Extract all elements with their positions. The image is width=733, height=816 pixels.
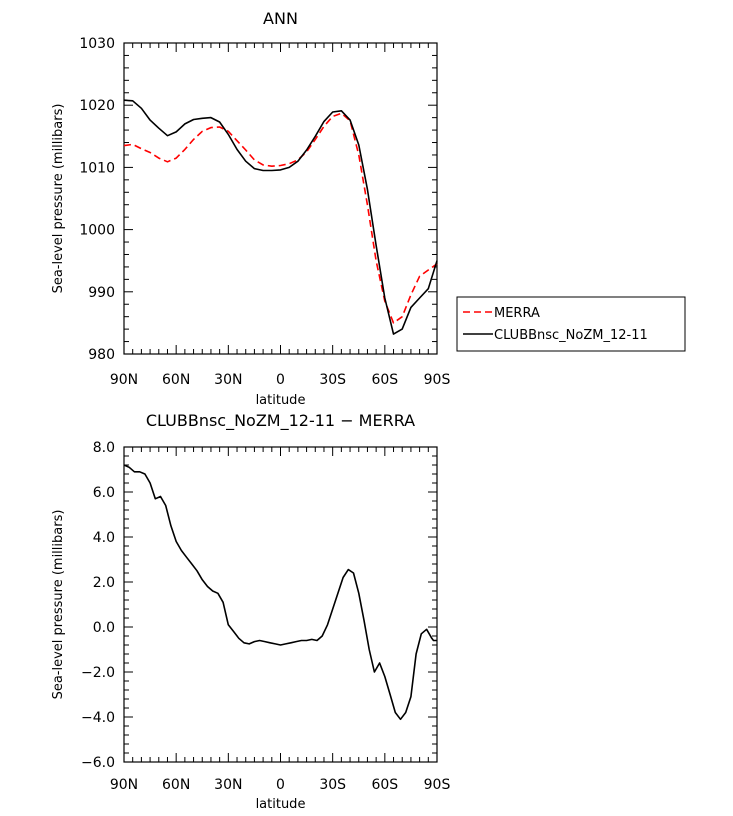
plot-frame [123, 42, 438, 355]
chart-title: ANN [263, 9, 298, 28]
legend-label: CLUBBnsc_NoZM_12-11 [494, 328, 648, 343]
x-axis-label: latitude [256, 393, 306, 408]
legend: MERRA CLUBBnsc_NoZM_12-11 [456, 296, 686, 352]
series-line-merra [123, 112, 438, 324]
y-tick-label: 980 [88, 347, 115, 363]
legend-box [456, 296, 686, 352]
y-tick-label: 1010 [79, 160, 115, 176]
x-tick-label: 30N [214, 777, 242, 793]
plot-frame [123, 446, 438, 763]
y-tick-label: 990 [88, 285, 115, 301]
x-tick-label: 60S [371, 777, 398, 793]
x-tick-label: 0 [276, 372, 285, 388]
x-tick-label: 60N [162, 372, 190, 388]
x-tick-label: 30N [214, 372, 242, 388]
x-tick-label: 90N [110, 777, 138, 793]
lower-panel: CLUBBnsc_NoZM_12-11 − MERRA 90N 60N 30N 0 30S… [51, 411, 450, 812]
series-line-clubbnsc-nozm-12-11 [123, 99, 438, 335]
x-tick-label: 30S [319, 372, 346, 388]
y-tick-label: 0.0 [93, 620, 115, 636]
y-axis-label: Sea-level pressure (millibars) [51, 104, 66, 294]
upper-panel: ANN 90N 60N 30N 0 30S 60S 90S 980 990 1000 1010 1020… [51, 9, 450, 408]
y-tick-label: 4.0 [93, 530, 115, 546]
y-axis-label: Sea-level pressure (millibars) [51, 510, 66, 700]
y-tick-label: −6.0 [81, 755, 115, 771]
x-tick-label: 60S [371, 372, 398, 388]
legend-label: MERRA [494, 306, 540, 321]
x-tick-label: 60N [162, 777, 190, 793]
y-tick-label: −4.0 [81, 710, 115, 726]
x-tick-label: 90S [424, 372, 451, 388]
y-tick-label: 1000 [79, 223, 115, 239]
x-tick-label: 90N [110, 372, 138, 388]
y-tick-label: −2.0 [81, 665, 115, 681]
y-tick-label: 1020 [79, 98, 115, 114]
y-tick-label: 2.0 [93, 575, 115, 591]
x-tick-label: 90S [424, 777, 451, 793]
x-tick-label: 30S [319, 777, 346, 793]
chart-title: CLUBBnsc_NoZM_12-11 − MERRA [146, 411, 415, 431]
x-tick-label: 0 [276, 777, 285, 793]
x-axis-label: latitude [256, 797, 306, 812]
y-tick-label: 6.0 [93, 485, 115, 501]
y-tick-label: 8.0 [93, 440, 115, 456]
series-line-line-0 [123, 464, 437, 721]
y-tick-label: 1030 [79, 36, 115, 52]
